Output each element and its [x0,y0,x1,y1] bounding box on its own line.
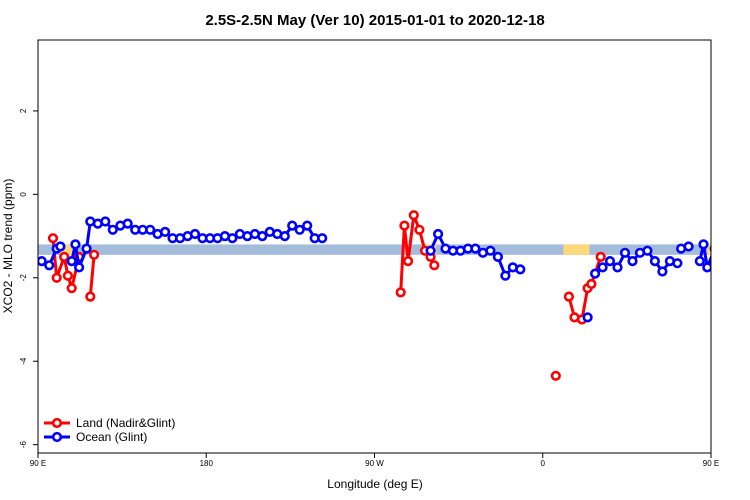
data-point-land [66,283,77,294]
data-point-land [429,260,440,271]
data-point-ocean [604,256,616,267]
data-point-ocean [619,247,631,258]
y-tick-label: -4 [19,357,28,365]
reference-band-highlight [707,244,711,255]
data-point-ocean [433,228,444,240]
data-point-land [395,287,406,298]
data-point-ocean [189,228,201,240]
y-tick-label: -6 [19,441,28,449]
data-point-ocean [81,243,92,254]
data-point-ocean [515,264,526,275]
data-point-land [88,249,100,260]
y-tick-label: 2 [19,108,28,113]
data-point-ocean [698,239,709,250]
data-point-ocean [612,262,623,273]
data-point-ocean [100,216,111,227]
data-point-ocean [589,268,601,279]
data-point-ocean [145,224,156,235]
data-point-ocean [694,256,705,267]
data-point-ocean [227,233,238,244]
data-point-land [51,272,62,283]
data-point-land [550,370,561,381]
data-point-ocean [597,262,608,273]
series-line-land [88,254,96,297]
data-point-ocean [500,270,511,281]
data-point-ocean [73,262,85,273]
x-axis-label: Longitude (deg E) [327,477,422,491]
legend-label-ocean: Ocean (Glint) [76,430,147,444]
data-point-ocean [122,218,133,229]
series-layer [38,210,711,381]
data-point-land [62,270,73,281]
data-point-land [563,291,575,302]
x-axis: 90 E 180 90 W 0 90 E [30,453,719,468]
data-point-ocean [657,266,668,277]
data-point-ocean [257,231,268,242]
legend-marker-ocean [51,431,63,443]
x-tick-label: 90 E [703,459,719,468]
data-point-ocean [70,239,81,250]
chart-title: 2.5S-2.5N May (Ver 10) 2015-01-01 to 202… [205,12,544,29]
x-tick-label: 90 W [365,459,384,468]
data-point-ocean [470,243,481,254]
data-point-ocean [66,256,77,267]
data-point-ocean [627,256,638,267]
data-point-ocean [317,233,328,244]
data-point-ocean [107,224,118,235]
data-point-ocean [582,312,593,323]
series-line-land [51,238,81,290]
data-point-land [59,251,70,262]
data-point-land [85,291,96,302]
data-point-land [414,224,425,235]
data-point-ocean [160,226,171,237]
data-point-ocean [683,241,694,252]
x-tick-label: 0 [541,459,546,468]
data-point-ocean [287,220,298,231]
y-axis-label: XCO2 - MLO trend (ppm) [1,179,15,314]
data-point-ocean [702,262,711,273]
data-point-ocean [649,256,661,267]
data-point-ocean [279,231,290,242]
data-point-ocean [44,260,55,271]
y-axis: 2 0 -2 -4 -6 [19,108,38,448]
legend: Land (Nadir&Glint) Ocean (Glint) [44,416,175,444]
data-point-ocean [492,251,504,262]
data-point-land [403,256,414,267]
legend-marker-land [51,417,63,429]
reference-band [38,244,711,255]
data-point-ocean [642,245,653,256]
x-tick-label: 90 E [30,459,46,468]
reference-band-highlight [60,244,74,255]
data-point-land [586,278,597,290]
data-point-ocean [302,220,313,231]
series-group [38,210,711,381]
data-point-ocean [672,258,683,269]
x-tick-label: 180 [200,459,214,468]
legend-label-land: Land (Nadir&Glint) [76,416,175,430]
data-point-ocean [425,245,436,256]
reference-band-fill [38,244,711,255]
data-point-ocean [485,245,496,256]
data-point-land [595,251,606,262]
data-point-land [408,210,419,221]
y-tick-label: 0 [19,192,28,197]
data-point-ocean [38,256,47,267]
data-point-ocean [55,241,66,252]
data-point-ocean [294,224,305,235]
reference-band-highlight [563,244,590,255]
y-tick-label: -2 [19,274,28,282]
data-point-land [399,220,410,231]
data-point-land [47,233,59,244]
